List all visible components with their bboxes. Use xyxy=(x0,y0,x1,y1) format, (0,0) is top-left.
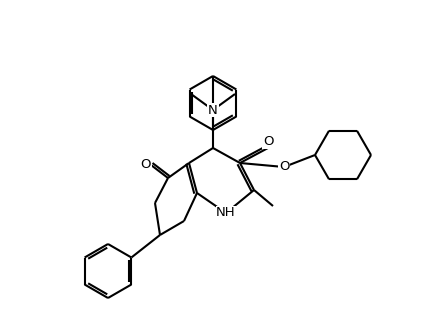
Text: N: N xyxy=(208,104,218,116)
Text: NH: NH xyxy=(216,206,236,219)
Text: O: O xyxy=(141,159,151,171)
Text: O: O xyxy=(263,135,273,148)
Text: O: O xyxy=(279,161,289,174)
